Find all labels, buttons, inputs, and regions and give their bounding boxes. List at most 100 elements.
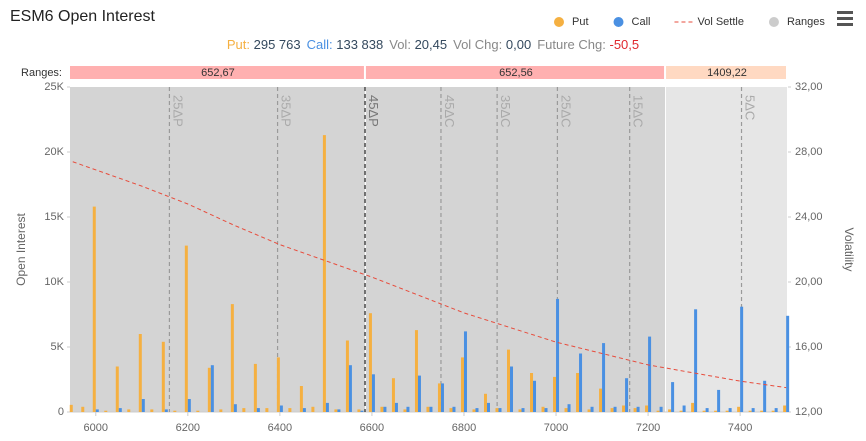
- bar: [705, 408, 709, 412]
- bar: [668, 409, 672, 412]
- bar: [475, 408, 479, 412]
- bar: [161, 341, 165, 412]
- bar: [576, 373, 580, 412]
- bar: [322, 135, 326, 412]
- y2-tick-label: 20,00: [795, 276, 823, 288]
- bar: [613, 406, 617, 412]
- bar: [725, 410, 729, 412]
- bar: [483, 393, 487, 412]
- y-tick-label: 0: [58, 406, 64, 418]
- bar: [590, 406, 594, 412]
- legend-item[interactable]: Call: [613, 16, 651, 28]
- bar: [518, 409, 522, 412]
- x-tick-label: 6400: [268, 422, 292, 434]
- bar: [556, 298, 560, 412]
- bar: [164, 409, 168, 412]
- bar: [694, 309, 698, 412]
- bar: [265, 408, 269, 412]
- range-band: [365, 66, 665, 79]
- legend-item[interactable]: Vol Settle: [674, 16, 744, 28]
- delta-label: 25ΔC: [558, 95, 573, 128]
- delta-label: 5ΔC: [743, 95, 758, 120]
- info-item: Future Chg: -50,5: [537, 37, 639, 52]
- y-tick-label: 5K: [51, 341, 65, 353]
- range-shade: [70, 87, 365, 412]
- bar: [437, 383, 441, 412]
- range-shade: [365, 87, 666, 412]
- y2-axis-title: Volatility: [842, 227, 856, 271]
- bar: [786, 315, 790, 412]
- bar: [495, 408, 499, 412]
- bar: [682, 405, 686, 412]
- bar: [417, 375, 421, 412]
- bar: [691, 402, 695, 412]
- bar: [207, 367, 211, 412]
- legend-symbol: [768, 17, 779, 27]
- x-tick-label: 6200: [176, 422, 200, 434]
- bar: [553, 376, 557, 412]
- bar: [150, 409, 154, 412]
- legend-item[interactable]: Ranges: [768, 16, 825, 28]
- bar: [233, 404, 237, 412]
- bar: [414, 330, 418, 412]
- bar: [737, 406, 741, 412]
- bar: [659, 406, 663, 412]
- bar: [426, 406, 430, 412]
- bar: [602, 343, 606, 412]
- bar: [452, 406, 456, 412]
- x-tick-label: 7000: [544, 422, 568, 434]
- bar: [380, 406, 384, 412]
- bar: [567, 404, 571, 412]
- bar: [463, 331, 467, 412]
- bar: [541, 406, 545, 412]
- bar: [751, 408, 755, 412]
- info-value: 295 763: [253, 37, 301, 52]
- bar: [760, 410, 764, 412]
- bar: [92, 206, 96, 412]
- vol-line: [72, 161, 787, 389]
- legend-symbol: [554, 17, 564, 27]
- range-label: 652,56: [499, 67, 533, 79]
- bar: [325, 402, 329, 412]
- bar: [521, 408, 525, 412]
- bar: [507, 349, 511, 412]
- bar: [288, 408, 292, 412]
- bar: [748, 410, 752, 412]
- info-value: 133 838: [336, 37, 384, 52]
- bar: [486, 402, 490, 412]
- menu-button[interactable]: [837, 11, 853, 26]
- x-tick-label: 7400: [728, 422, 752, 434]
- y2-tick-label: 32,00: [795, 81, 823, 93]
- delta-label: 45ΔP: [366, 95, 381, 127]
- legend-item[interactable]: Put: [554, 16, 589, 28]
- bar: [311, 406, 315, 412]
- bar: [187, 399, 191, 412]
- menu-bar: [837, 23, 853, 26]
- bar: [302, 408, 306, 412]
- legend-symbol: [613, 17, 624, 27]
- bar: [510, 366, 514, 412]
- bar: [579, 353, 583, 412]
- bar: [81, 406, 85, 412]
- bar: [679, 410, 683, 412]
- bar: [279, 405, 283, 412]
- bar: [783, 405, 787, 412]
- bar: [391, 378, 395, 412]
- legend-label: Call: [632, 16, 651, 28]
- info-label: Future Chg:: [537, 37, 606, 52]
- bar: [406, 406, 410, 412]
- bar: [717, 389, 721, 412]
- bar: [334, 409, 338, 412]
- bar: [230, 304, 234, 412]
- bar: [587, 409, 591, 412]
- menu-bar: [837, 17, 853, 20]
- bar: [533, 380, 537, 412]
- bar: [429, 406, 433, 412]
- bar: [141, 399, 145, 412]
- menu-bar: [837, 11, 853, 14]
- bar: [127, 409, 131, 412]
- ranges-title: Ranges:: [21, 67, 62, 79]
- range-shade: [666, 87, 787, 412]
- info-value: 20,45: [414, 37, 448, 52]
